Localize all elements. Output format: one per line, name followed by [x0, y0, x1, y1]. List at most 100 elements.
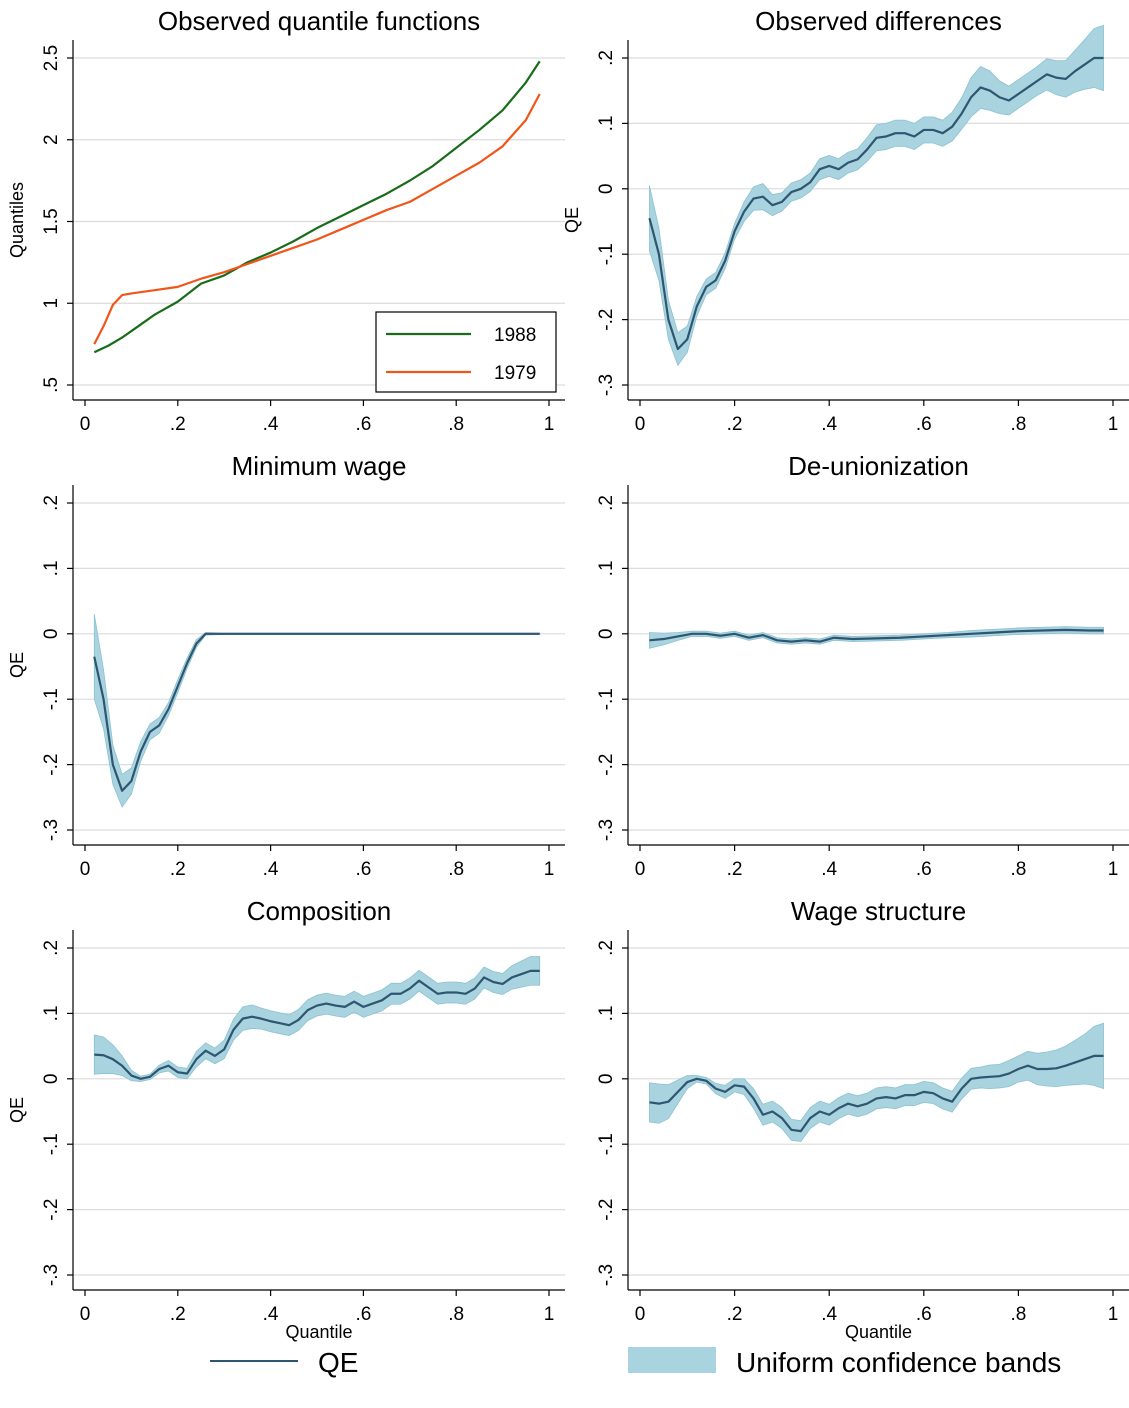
y-tick-label: -.1 — [41, 688, 62, 710]
panel-title: Observed quantile functions — [158, 6, 480, 36]
x-tick-label: .2 — [170, 859, 186, 880]
y-tick-label: -.2 — [596, 754, 617, 776]
y-tick-label: -.3 — [596, 819, 617, 841]
y-tick-label: -.3 — [596, 1264, 617, 1286]
x-tick-label: .8 — [448, 414, 464, 435]
x-tick-label: .8 — [1010, 1304, 1026, 1325]
series-line-qe — [648, 56, 1104, 351]
y-tick-label: .1 — [596, 560, 617, 576]
x-tick-label: 1 — [1108, 859, 1119, 880]
x-tick-label: .2 — [727, 1304, 743, 1325]
y-tick-label: .1 — [596, 115, 617, 131]
x-tick-label: .2 — [170, 1304, 186, 1325]
confidence-band — [649, 24, 1104, 367]
inset-legend-label: 1979 — [494, 363, 536, 384]
x-tick-label: .4 — [263, 1304, 279, 1325]
y-tick-label: -.1 — [596, 243, 617, 265]
x-tick-label: 1 — [544, 414, 555, 435]
inset-legend-label: 1988 — [494, 325, 536, 346]
y-tick-label: .1 — [41, 1005, 62, 1021]
y-tick-label: .2 — [596, 940, 617, 956]
x-tick-label: .8 — [1010, 859, 1026, 880]
y-tick-label: 0 — [41, 1074, 62, 1085]
y-tick-label: -.1 — [596, 1133, 617, 1155]
y-tick-label: -.2 — [596, 309, 617, 331]
panel-title: Wage structure — [791, 896, 966, 926]
x-tick-label: .2 — [727, 414, 743, 435]
x-tick-label: .8 — [448, 1304, 464, 1325]
y-tick-label: 0 — [596, 629, 617, 640]
x-tick-label: .4 — [821, 1304, 837, 1325]
y-tick-label: -.1 — [41, 1133, 62, 1155]
y-tick-label: 0 — [41, 629, 62, 640]
x-tick-label: 1 — [1108, 1304, 1119, 1325]
x-tick-label: .6 — [355, 1304, 371, 1325]
panel-wage-structure: Wage structure -.3 -.2 -.1 0 .1 .2 0 .2 .4 .6 .8 1 Qu… — [596, 896, 1129, 1342]
y-tick-label: .5 — [41, 377, 62, 393]
y-tick-label: 1 — [41, 298, 62, 309]
series-line-qe — [93, 632, 540, 792]
x-tick-label: 0 — [80, 1304, 91, 1325]
y-tick-label: 2.5 — [41, 45, 62, 71]
x-tick-label: .2 — [170, 414, 186, 435]
y-tick-label: .1 — [41, 560, 62, 576]
inset-legend-box — [375, 311, 557, 393]
x-tick-label: 0 — [635, 414, 646, 435]
y-axis-label: QE — [7, 1097, 27, 1123]
y-tick-label: .1 — [596, 1005, 617, 1021]
confidence-band — [649, 1022, 1104, 1143]
x-axis-label: Quantile — [285, 1322, 352, 1342]
legend-band-label: Uniform confidence bands — [736, 1347, 1061, 1378]
y-tick-label: -.3 — [41, 1264, 62, 1286]
y-tick-label: -.3 — [596, 374, 617, 396]
y-tick-label: -.2 — [41, 754, 62, 776]
panel-observed-differences: Observed differences -.3 -.2 -.1 0 .1 .2 0 .2 .4.… — [562, 6, 1129, 435]
x-tick-label: 0 — [635, 859, 646, 880]
panel-de-unionization: De-unionization -.3 -.2 -.1 0 .1 .2 0 .2 .4 .6 .8 1 — [596, 451, 1129, 880]
y-tick-label: -.3 — [41, 819, 62, 841]
y-tick-label: 2 — [41, 134, 62, 145]
y-axis-label: QE — [562, 207, 582, 233]
y-tick-label: .2 — [41, 940, 62, 956]
panel-minimum-wage: Minimum wage -.3 -.2 -.1 0 .1 .2 0 .2 .4 .6 .8 1 QE — [7, 451, 565, 880]
x-axis-label: Quantile — [845, 1322, 912, 1342]
panel-title: Observed differences — [755, 6, 1002, 36]
x-tick-label: .6 — [916, 859, 932, 880]
panel-title: De-unionization — [788, 451, 969, 481]
series-line-qe — [649, 628, 1104, 643]
y-tick-label: -.1 — [596, 688, 617, 710]
y-tick-label: -.2 — [596, 1199, 617, 1221]
x-tick-label: .8 — [1010, 414, 1026, 435]
y-axis-label: QE — [7, 652, 27, 678]
legend-band-swatch — [628, 1347, 716, 1373]
panel-title: Composition — [247, 896, 392, 926]
y-tick-label: .2 — [596, 50, 617, 66]
bottom-legend: QE Uniform confidence bands — [210, 1347, 1061, 1378]
legend-qe-label: QE — [318, 1347, 358, 1378]
series-line-1979 — [93, 93, 541, 345]
panel-composition: Composition -.3 -.2 -.1 0 .1 .2 0 .2 .4 .6 .8 1 QE Qua… — [7, 896, 565, 1342]
y-tick-label: 0 — [596, 184, 617, 195]
panel-title: Minimum wage — [232, 451, 407, 481]
x-tick-label: .4 — [821, 859, 837, 880]
x-tick-label: 1 — [544, 1304, 555, 1325]
confidence-band — [93, 614, 541, 808]
y-tick-label: .2 — [41, 495, 62, 511]
series-line-1988 — [93, 60, 541, 354]
x-tick-label: 1 — [544, 859, 555, 880]
y-tick-label: 1.5 — [41, 208, 62, 234]
x-tick-label: .6 — [916, 1304, 932, 1325]
x-tick-label: .6 — [916, 414, 932, 435]
y-axis-label: Quantiles — [7, 182, 27, 258]
x-tick-label: .4 — [821, 414, 837, 435]
series-line-qe — [94, 969, 540, 1080]
x-tick-label: .6 — [355, 859, 371, 880]
x-tick-label: .4 — [263, 859, 279, 880]
y-tick-label: .2 — [596, 495, 617, 511]
x-tick-label: .8 — [448, 859, 464, 880]
series-line-qe — [649, 1054, 1104, 1133]
panel-observed-quantiles: Observed quantile functions .5 1 1.5 2 2.5 0 .2… — [7, 6, 565, 435]
x-tick-label: 0 — [80, 414, 91, 435]
x-tick-label: .4 — [263, 414, 279, 435]
